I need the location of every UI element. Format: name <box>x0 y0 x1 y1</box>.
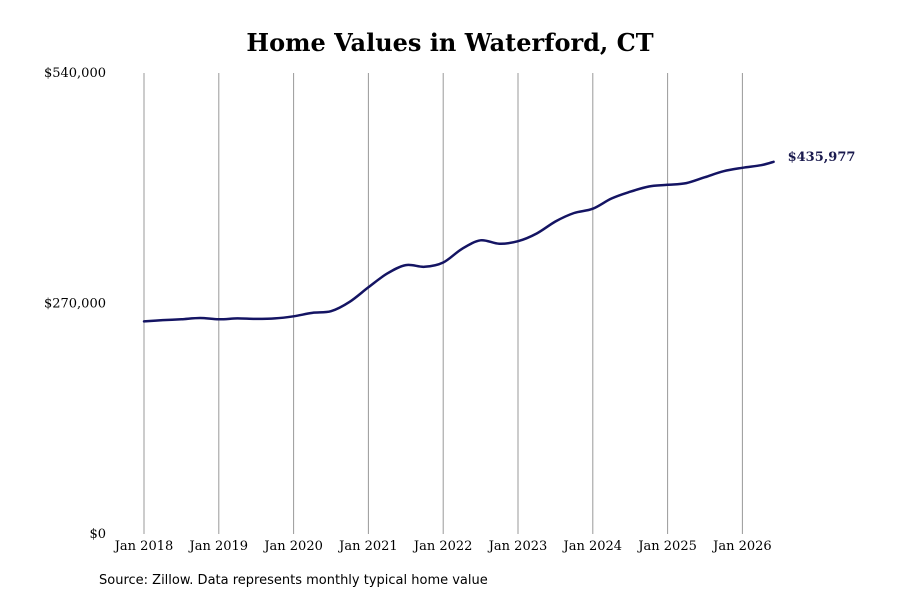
x-axis-ticks: Jan 2018 Jan 2019 Jan 2020 Jan 2021 Jan 2022… <box>113 539 772 554</box>
x-tick-label: Jan 2022 <box>412 539 473 554</box>
x-tick-label: Jan 2025 <box>636 539 697 554</box>
y-tick-label: $270,000 <box>44 297 106 312</box>
series-line <box>142 160 775 323</box>
x-tick-label: Jan 2020 <box>262 539 323 554</box>
x-tick-label: Jan 2019 <box>188 539 249 554</box>
x-tick-label: Jan 2021 <box>337 539 398 554</box>
x-tick-label: Jan 2024 <box>562 539 623 554</box>
gridlines <box>143 73 743 534</box>
end-value-label: $435,977 <box>788 150 856 165</box>
source-note: Source: Zillow. Data represents monthly … <box>99 573 488 588</box>
y-tick-label: $540,000 <box>44 66 106 81</box>
x-tick-label: Jan 2023 <box>487 539 548 554</box>
chart-title: Home Values in Waterford, CT <box>246 28 654 57</box>
x-tick-label: Jan 2026 <box>711 539 772 554</box>
x-tick-label: Jan 2018 <box>113 539 174 554</box>
series-group <box>142 160 775 323</box>
y-axis-ticks: $0 $270,000 $540,000 <box>44 66 106 542</box>
y-tick-label: $0 <box>89 527 106 542</box>
label-group: $435,977 <box>788 150 856 165</box>
